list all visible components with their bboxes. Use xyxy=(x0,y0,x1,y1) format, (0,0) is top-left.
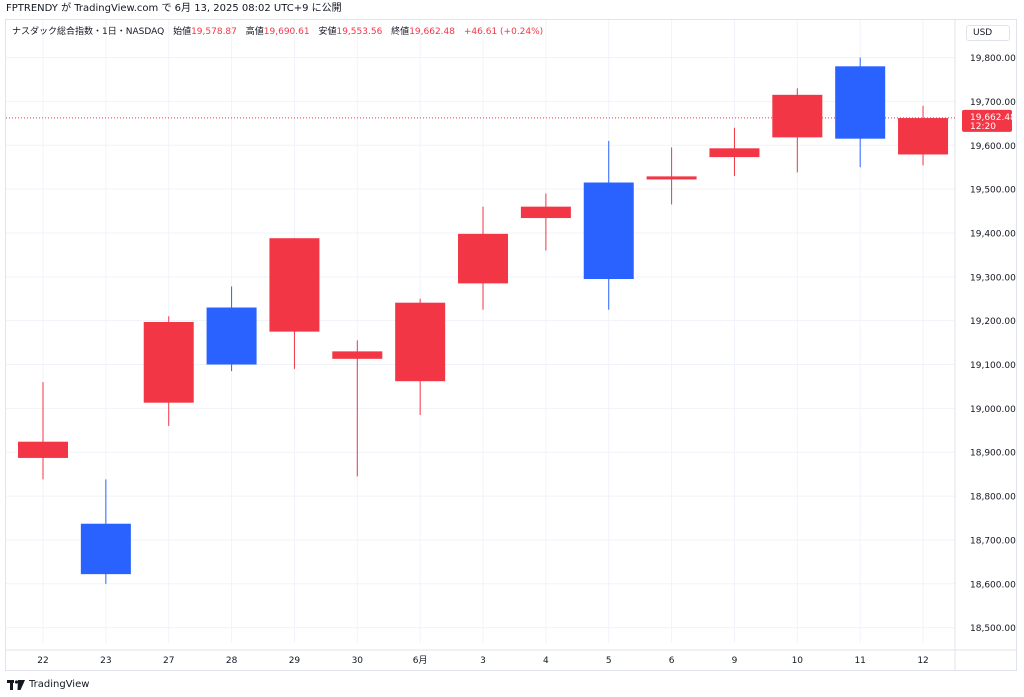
x-tick-label: 5 xyxy=(606,656,612,666)
y-tick-label: 19,200.00 xyxy=(970,317,1016,327)
tradingview-logo[interactable]: TradingView xyxy=(7,677,89,693)
last-price-tag xyxy=(962,109,1012,132)
candle-body xyxy=(583,182,634,280)
x-tick-label: 29 xyxy=(289,656,301,666)
y-tick-label: 18,600.00 xyxy=(970,580,1016,590)
chart-frame xyxy=(5,19,1017,671)
x-tick-label: 28 xyxy=(226,656,238,666)
y-tick-label: 18,800.00 xyxy=(970,493,1016,503)
x-tick-label: 12 xyxy=(917,656,928,666)
open-value: 19,578.87 xyxy=(191,27,237,37)
last-price-value: 19,662.48 xyxy=(970,113,1016,123)
x-tick-label: 11 xyxy=(854,656,865,666)
y-tick-label: 19,700.00 xyxy=(970,98,1016,108)
candle-body xyxy=(835,66,886,139)
x-tick-label: 6月 xyxy=(413,655,428,666)
y-tick-label: 19,800.00 xyxy=(970,54,1016,64)
ohlc-legend: ナスダック総合指数・1日・NASDAQ 始値19,578.87 高値19,690… xyxy=(12,25,543,39)
open-label: 始値 xyxy=(173,27,192,37)
publish-info: FPTRENDY が TradingView.com で 6月 13, 2025… xyxy=(0,0,1024,18)
change-value: +46.61 (+0.24%) xyxy=(463,27,544,37)
bar-countdown: 12:20 xyxy=(970,122,996,132)
x-tick-label: 4 xyxy=(543,656,549,666)
symbol-label: ナスダック総合指数・1日・NASDAQ xyxy=(12,27,165,37)
high-value: 19,690.61 xyxy=(263,27,310,37)
tradingview-logo-icon xyxy=(7,680,25,690)
currency-button[interactable]: USD xyxy=(966,25,1010,41)
y-tick-label: 19,600.00 xyxy=(970,142,1016,152)
x-tick-label: 22 xyxy=(37,656,48,666)
y-tick-label: 18,700.00 xyxy=(970,536,1016,546)
y-tick-label: 19,000.00 xyxy=(970,405,1016,415)
close-label: 終値 xyxy=(391,27,410,37)
y-tick-label: 19,400.00 xyxy=(970,229,1016,239)
low-label: 安値 xyxy=(318,27,337,37)
low-value: 19,553.56 xyxy=(336,27,383,37)
y-tick-label: 19,100.00 xyxy=(970,361,1016,371)
candle-body xyxy=(709,148,760,158)
y-tick-label: 19,300.00 xyxy=(970,273,1016,283)
y-tick-label: 18,500.00 xyxy=(970,624,1016,634)
candle-body xyxy=(772,94,823,138)
candle-body xyxy=(520,206,571,219)
candle-body xyxy=(269,238,320,332)
y-tick-label: 18,900.00 xyxy=(970,449,1016,459)
candle-body xyxy=(18,441,68,458)
y-tick-label: 19,500.00 xyxy=(970,186,1016,196)
x-tick-label: 10 xyxy=(792,656,804,666)
candle-body xyxy=(80,523,131,575)
candle-body xyxy=(458,233,509,284)
candle-body xyxy=(206,307,257,365)
x-tick-label: 6 xyxy=(669,656,675,666)
close-value: 19,662.48 xyxy=(409,27,455,37)
x-tick-label: 3 xyxy=(480,656,486,666)
high-label: 高値 xyxy=(245,27,264,37)
candle-body xyxy=(646,176,697,180)
candle-body xyxy=(395,302,446,382)
x-tick-label: 23 xyxy=(100,656,111,666)
x-tick-label: 30 xyxy=(352,656,364,666)
x-tick-label: 27 xyxy=(163,656,174,666)
x-tick-label: 9 xyxy=(732,656,738,666)
candle-body xyxy=(143,321,194,403)
candle-body xyxy=(332,351,383,359)
brand-name: TradingView xyxy=(29,679,90,690)
candle-body xyxy=(898,118,949,155)
